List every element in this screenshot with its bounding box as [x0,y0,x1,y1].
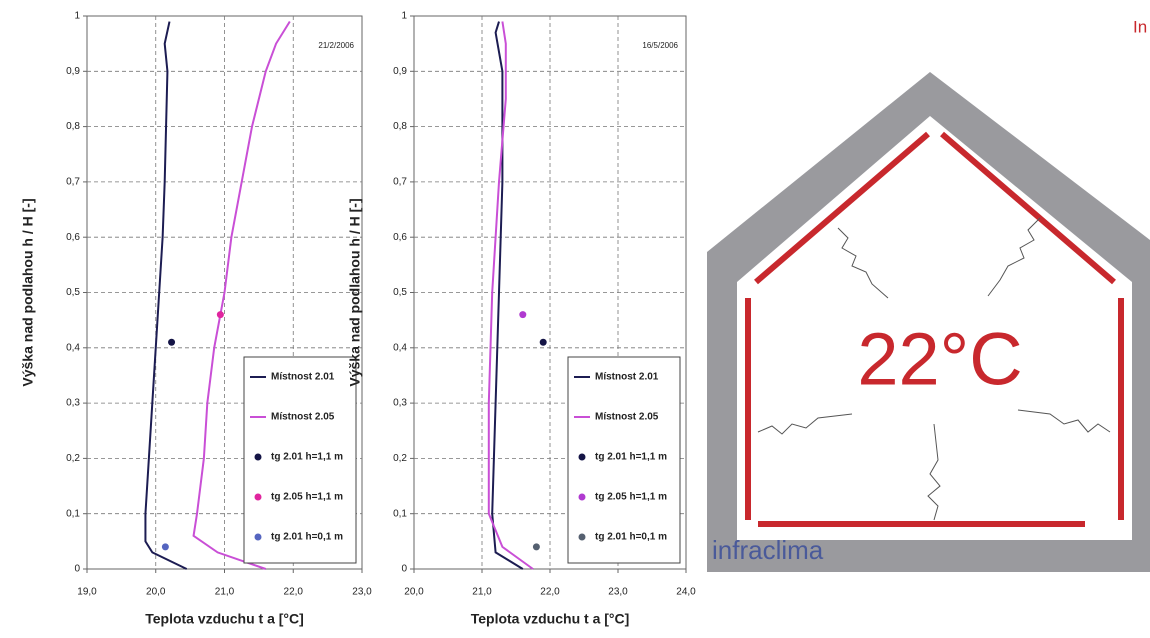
y-tick-label: 0 [401,564,407,575]
y-tick-label: 1 [74,11,80,22]
x-tick-label: 19,0 [77,587,97,598]
y-tick-label: 0,6 [393,232,407,243]
y-tick-label: 0,5 [66,287,80,298]
y-tick-label: 0,1 [66,508,80,519]
legend: Místnost 2.01 Místnost 2.05 tg 2.01 h=1,1 … [568,357,680,563]
y-tick-label: 0,8 [393,121,407,132]
y-tick-label: 0,4 [393,342,407,353]
y-tick-label: 0,5 [393,287,407,298]
x-tick-label: 22,0 [284,587,304,598]
x-tick-label: 22,0 [540,587,560,598]
data-point [540,339,547,346]
y-axis-title: Výška nad podlahou h / H [-] [347,198,363,386]
y-tick-label: 0,9 [393,66,407,77]
x-tick-label: 20,0 [146,587,166,598]
figure: 22°C infraclima In 0 0,1 0,2 0,3 0,4 0,5 0,6 0,… [0,0,1150,638]
legend-label: tg 2.05 h=1,1 m [595,492,667,503]
brand-label: infraclima [712,535,824,565]
data-point [533,543,540,550]
legend-label: tg 2.01 h=0,1 m [595,532,667,543]
y-tick-label: 0 [74,564,80,575]
y-tick-label: 0,2 [393,453,407,464]
y-tick-label: 0,7 [393,177,407,188]
infraclima-diagram: 22°C infraclima In [707,17,1150,572]
y-tick-label: 0,3 [66,398,80,409]
x-tick-label: 21,0 [215,587,235,598]
legend-label: Místnost 2.05 [271,412,335,423]
y-axis-title: Výška nad podlahou h / H [-] [20,198,36,386]
legend: Místnost 2.01 Místnost 2.05 tg 2.01 h=1,1 … [244,357,356,563]
y-tick-label: 0,2 [66,453,80,464]
legend-swatch [255,534,262,541]
corner-text: In [1133,17,1147,36]
legend-swatch [255,494,262,501]
y-tick-label: 0,9 [66,66,80,77]
temperature-label: 22°C [857,318,1022,401]
data-point [519,311,526,318]
legend-label: tg 2.01 h=1,1 m [595,452,667,463]
legend-swatch [579,534,586,541]
legend-swatch [579,494,586,501]
annotation: 16/5/2006 [642,41,678,50]
y-tick-label: 0,8 [66,121,80,132]
legend-label: Místnost 2.01 [595,372,659,383]
legend-swatch [579,454,586,461]
y-tick-label: 1 [401,11,407,22]
y-tick-label: 0,1 [393,508,407,519]
x-tick-label: 21,0 [472,587,492,598]
y-tick-label: 0,6 [66,232,80,243]
chart: 0 0,1 0,2 0,3 0,4 0,5 0,6 0,7 0,8 0,9 1 19,0 20,0 21,… [20,11,372,627]
legend-swatch [255,454,262,461]
y-tick-label: 0,7 [66,177,80,188]
x-axis-title: Teplota vzduchu t a [°C] [145,611,304,627]
data-point [217,311,224,318]
legend-label: Místnost 2.01 [271,372,335,383]
legend-label: tg 2.01 h=1,1 m [271,452,343,463]
x-tick-label: 23,0 [608,587,628,598]
chart: 0 0,1 0,2 0,3 0,4 0,5 0,6 0,7 0,8 0,9 1 20,0 21,0 22,… [347,11,696,627]
x-tick-label: 20,0 [404,587,424,598]
y-tick-label: 0,3 [393,398,407,409]
legend-label: tg 2.05 h=1,1 m [271,492,343,503]
x-tick-label: 24,0 [676,587,696,598]
x-tick-label: 23,0 [352,587,372,598]
y-tick-label: 0,4 [66,342,80,353]
legend-label: tg 2.01 h=0,1 m [271,532,343,543]
data-point [168,339,175,346]
x-axis-title: Teplota vzduchu t a [°C] [471,611,630,627]
legend-label: Místnost 2.05 [595,412,659,423]
annotation: 21/2/2006 [318,41,354,50]
data-point [162,543,169,550]
